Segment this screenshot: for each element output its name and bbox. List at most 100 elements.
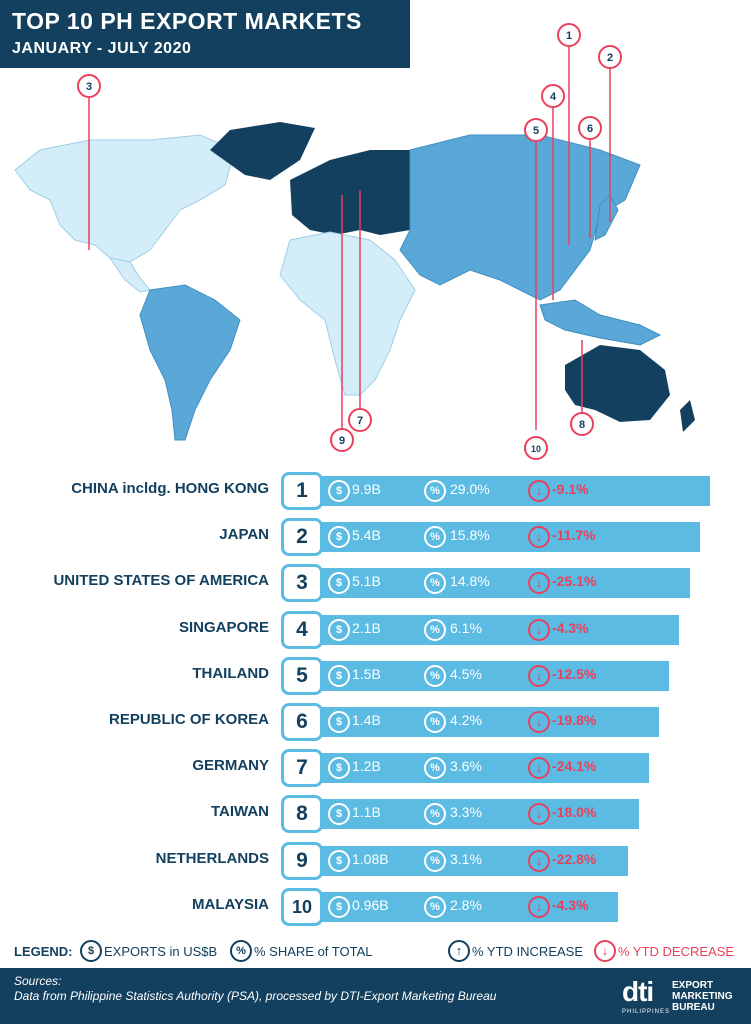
ytd-value: -19.8%	[552, 712, 597, 728]
arrow-down-icon: ↓	[528, 526, 550, 549]
export-value: 1.08B	[352, 850, 389, 867]
emb-logo-text: EXPORT MARKETING BUREAU	[672, 980, 733, 1013]
map-central-america	[108, 257, 151, 293]
arrow-down-icon: ↓	[528, 757, 550, 780]
percent-icon: %	[424, 572, 446, 595]
percent-icon: %	[424, 711, 446, 733]
bar	[300, 614, 680, 645]
share-value: 15.8%	[450, 527, 490, 544]
map-marker-label-5: 5	[533, 125, 539, 137]
arrow-down-icon: ↓	[528, 572, 550, 595]
dti-logo: dti	[622, 976, 654, 1007]
map-marker-7	[348, 408, 372, 432]
ytd-value: -18.0%	[552, 804, 597, 821]
bar-row: JAPAN 2 $5.4B% 15.8% ↓ -11.7%	[0, 516, 751, 557]
arrow-down-icon: ↓	[528, 849, 550, 872]
map-markers: 1 2 3 4 5 6 7 8 9 10	[77, 23, 622, 460]
share-value: 3.3%	[450, 804, 482, 821]
dollar-icon: $	[328, 618, 350, 641]
share-value: 3.6%	[450, 758, 482, 775]
map-marker-10	[524, 436, 548, 460]
rank-badge: 3	[281, 564, 323, 603]
header: TOP 10 PH EXPORT MARKETS JANUARY - JULY …	[0, 0, 410, 68]
country-label: THAILAND	[192, 664, 269, 682]
map-europe	[290, 150, 410, 235]
rank-badge: 9	[281, 841, 323, 880]
export-value: 1.5B	[352, 665, 381, 682]
sources-text: Data from Philippine Statistics Authorit…	[14, 989, 497, 1003]
country-label: UNITED STATES OF AMERICA	[53, 572, 269, 590]
legend-increase: % YTD INCREASE	[472, 944, 584, 959]
country-label: CHINA incldg. HONG KONG	[71, 480, 269, 497]
arrow-down-icon: ↓	[528, 480, 550, 502]
dollar-icon: $	[328, 664, 350, 687]
bar-row: SINGAPORE 4 $2.1B% 6.1% ↓ -4.3%	[0, 609, 751, 649]
export-value: 5.1B	[352, 573, 381, 590]
export-value: 1.2B	[352, 758, 381, 775]
dollar-icon: $	[328, 572, 350, 595]
map-marker-label-7: 7	[357, 415, 363, 427]
country-label: SINGAPORE	[178, 618, 269, 636]
bar	[300, 522, 700, 553]
percent-icon: %	[424, 895, 446, 918]
share-value: 29.0%	[450, 481, 490, 497]
map-marker-2	[598, 45, 622, 69]
map-marker-label-10: 10	[531, 444, 541, 454]
map-marker-label-3: 3	[86, 81, 92, 93]
map-new-zealand	[680, 400, 695, 432]
percent-icon: %	[424, 526, 446, 549]
share-value: 14.8%	[450, 573, 490, 590]
legend: LEGEND: $ EXPORTS in US$B % % SHARE of T…	[0, 936, 751, 968]
country-label: GERMANY	[192, 757, 269, 775]
ytd-value: -22.8%	[552, 850, 597, 867]
emb-line-1: EXPORT	[672, 980, 714, 991]
map-marker-label-4: 4	[550, 91, 557, 103]
bar-row: UNITED STATES OF AMERICA 3 $5.1B% 14.8% ↓ -25…	[0, 562, 751, 603]
rank-badge: 2	[281, 518, 323, 557]
percent-icon: %	[424, 664, 446, 687]
map-marker-1	[557, 23, 581, 47]
map-greenland	[210, 122, 315, 180]
arrow-down-icon: ↓	[528, 803, 550, 826]
map-north-america	[14, 134, 236, 263]
rank-badge: 7	[281, 749, 323, 788]
bar-row: THAILAND 5 $1.5B% 4.5% ↓ -12.5%	[0, 655, 751, 695]
map-marker-3	[77, 74, 101, 98]
map-marker-8	[570, 412, 594, 436]
percent-icon: %	[424, 849, 446, 872]
dollar-icon: $	[328, 480, 350, 502]
dollar-icon: $	[328, 711, 350, 733]
map-japan	[594, 194, 619, 241]
bar	[300, 568, 690, 599]
map-marker-4	[541, 84, 565, 108]
arrow-down-icon: ↓	[528, 711, 550, 733]
map-southeast-asia	[539, 299, 662, 346]
export-value: 2.1B	[352, 619, 381, 636]
page-subtitle: JANUARY - JULY 2020	[12, 40, 192, 57]
ytd-value: -9.1%	[552, 481, 589, 497]
map-africa	[279, 231, 416, 396]
bar	[300, 707, 659, 737]
percent-icon: %	[230, 940, 252, 962]
sources-label: Sources:	[14, 974, 62, 988]
share-value: 2.8%	[450, 896, 482, 913]
rank-badge: 1	[281, 472, 323, 510]
bar	[300, 753, 649, 784]
map-asia	[399, 134, 641, 301]
emb-line-2: MARKETING	[672, 991, 733, 1002]
dollar-icon: $	[328, 803, 350, 826]
country-label: JAPAN	[219, 526, 269, 544]
ytd-value: -25.1%	[552, 573, 597, 590]
ytd-value: -4.3%	[552, 619, 589, 636]
bar-row: CHINA incldg. HONG KONG 1 $9.9B% 29.0% ↓ -9.1…	[0, 470, 751, 510]
arrow-down-icon: ↓	[528, 664, 550, 687]
bar	[300, 799, 639, 830]
map-marker-label-2: 2	[607, 52, 613, 64]
percent-icon: %	[424, 757, 446, 780]
country-label: NETHERLANDS	[155, 849, 269, 867]
export-value: 1.4B	[352, 712, 381, 728]
percent-icon: %	[424, 803, 446, 826]
bar-row: TAIWAN 8 $1.1B% 3.3% ↓ -18.0%	[0, 793, 751, 834]
share-value: 4.5%	[450, 665, 482, 682]
bar	[300, 845, 629, 876]
